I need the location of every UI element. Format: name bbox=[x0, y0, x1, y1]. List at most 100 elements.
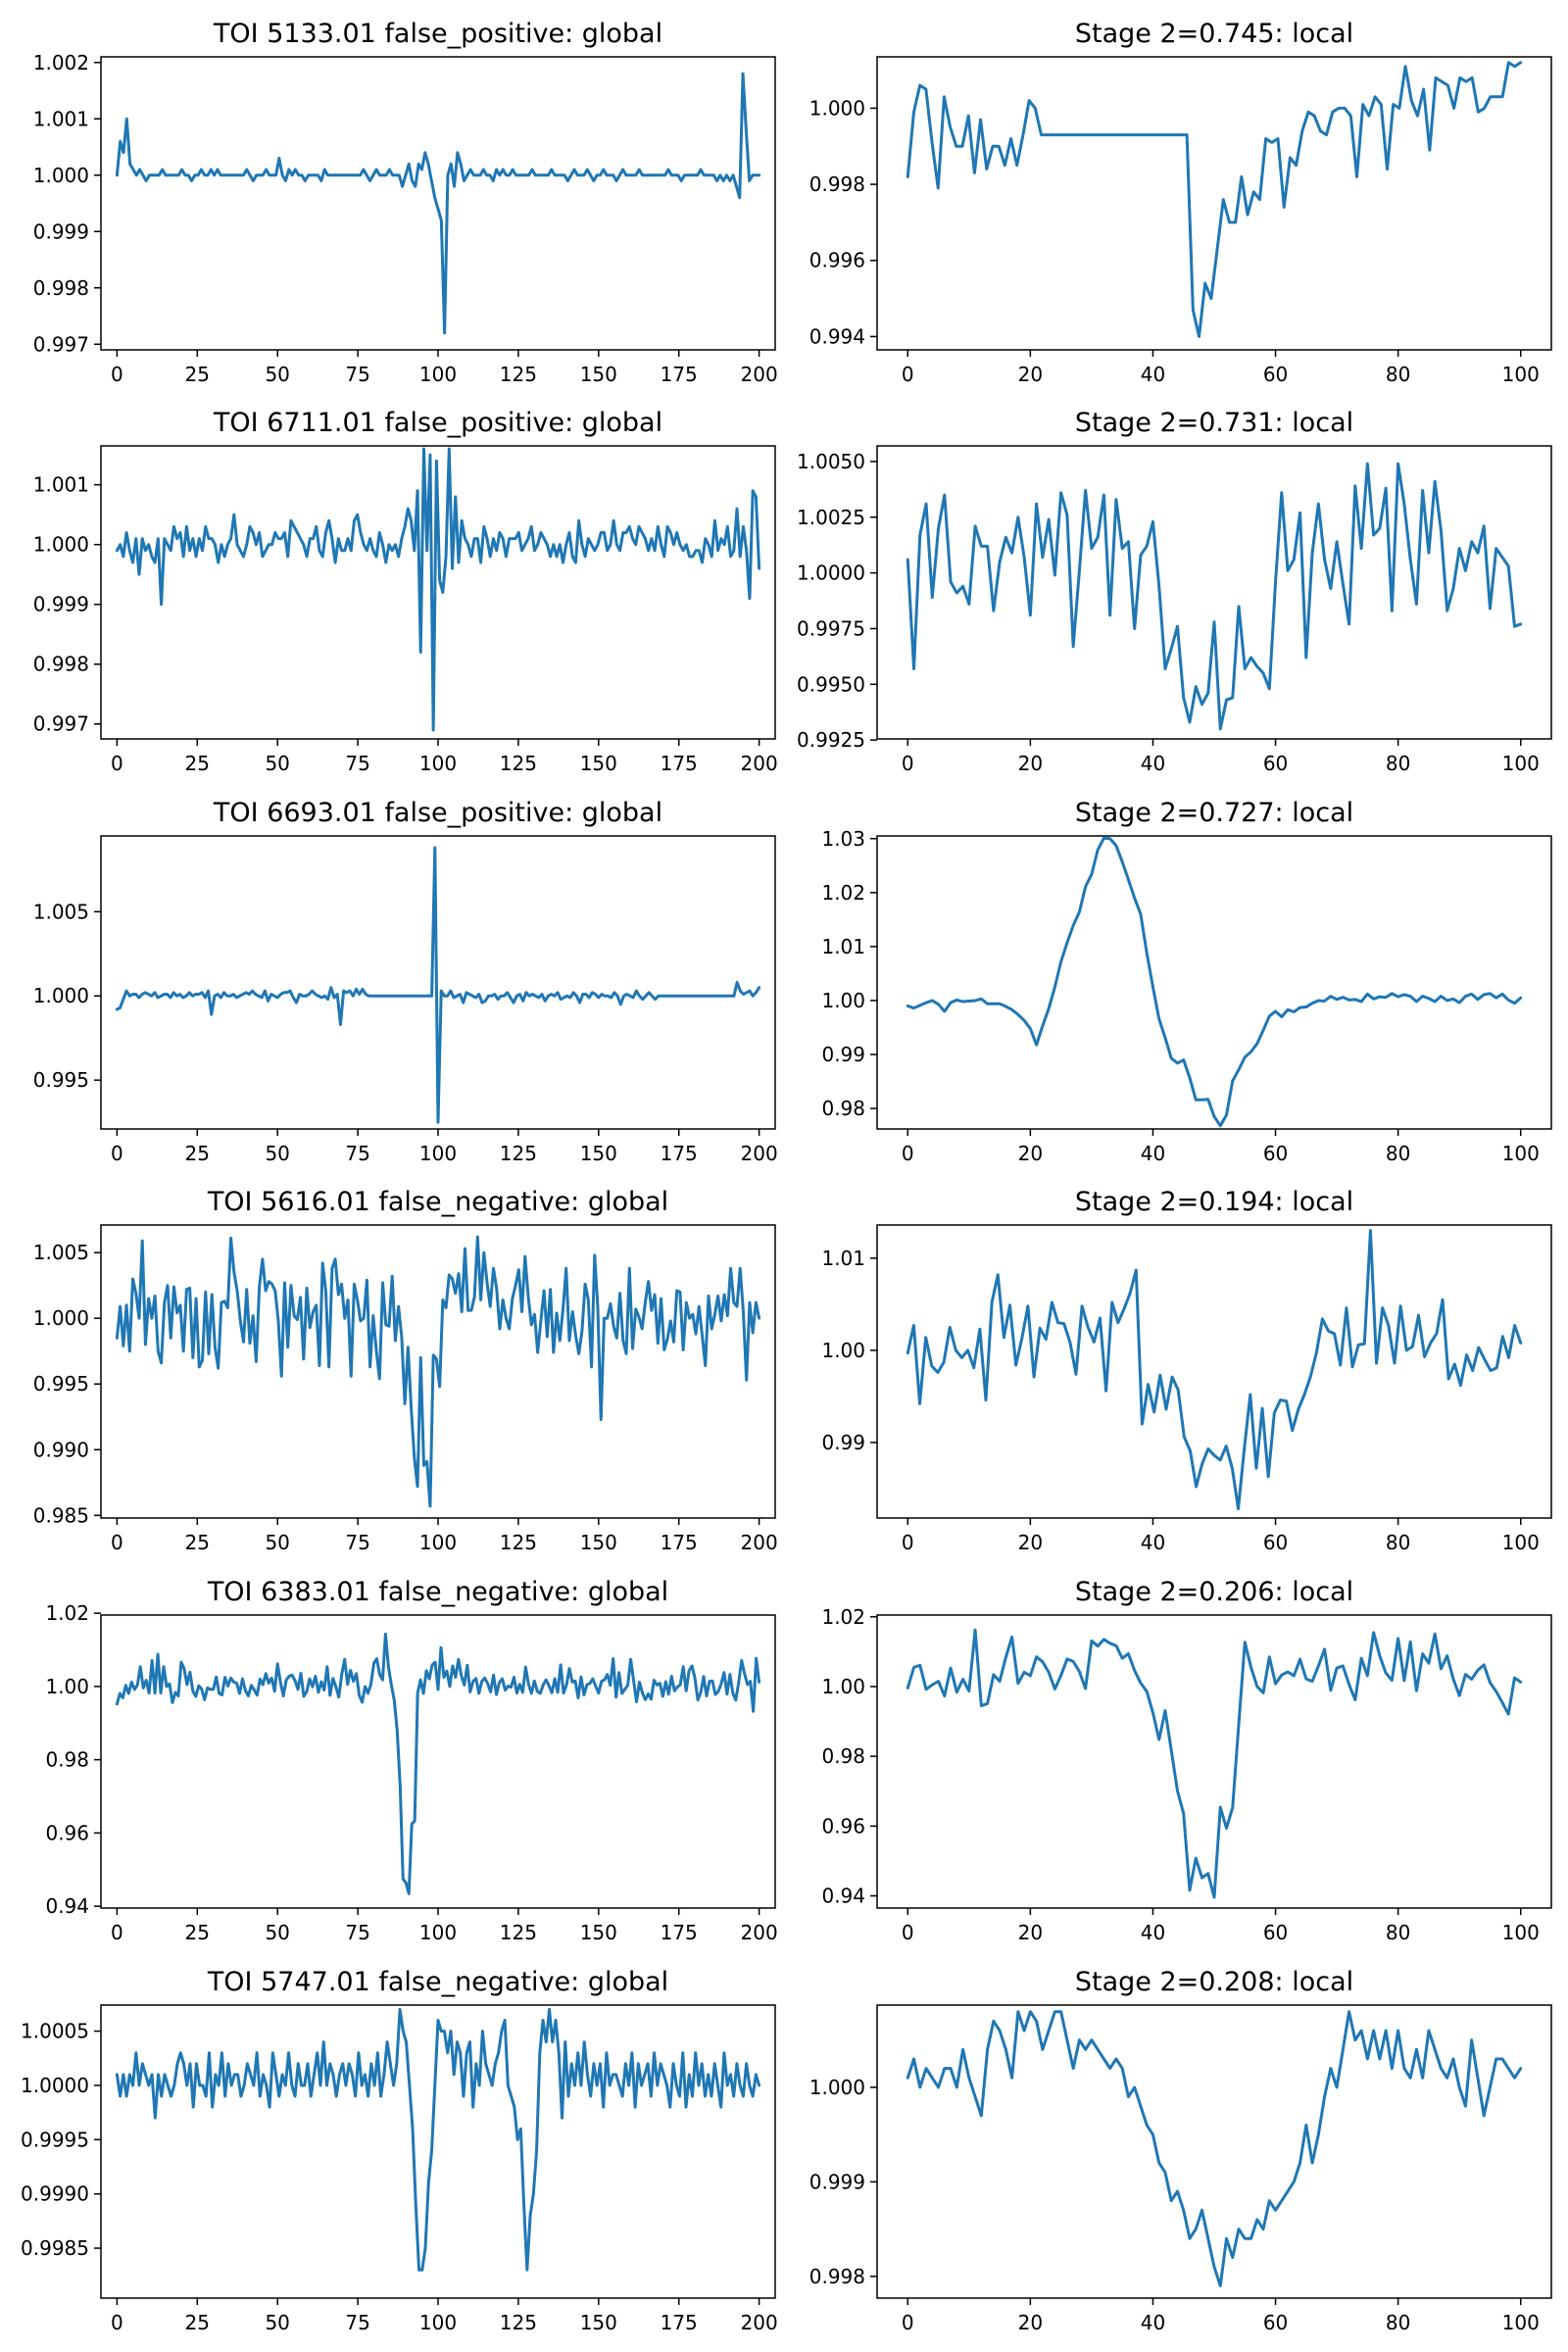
series-line-1 bbox=[906, 1628, 1523, 1899]
x-tick-label: 100 bbox=[419, 363, 457, 386]
x-tick-label: 60 bbox=[1263, 1531, 1288, 1554]
series-line-1 bbox=[115, 1235, 761, 1508]
x-tick-label: 40 bbox=[1141, 1142, 1165, 1165]
y-tick-label: 1.00 bbox=[821, 989, 865, 1012]
x-tick-label: 0 bbox=[111, 1531, 123, 1554]
y-tick-label: 0.998 bbox=[33, 276, 89, 300]
plot-frame bbox=[100, 835, 776, 1130]
x-tick-label: 200 bbox=[741, 363, 778, 386]
chart-panel-11: TOI 5747.01 false_negative: global 0 25 50 7… bbox=[21, 1967, 778, 2334]
y-tick-label: 0.996 bbox=[809, 249, 865, 272]
x-tick-label: 40 bbox=[1141, 1921, 1165, 1944]
x-tick-label: 50 bbox=[265, 752, 289, 775]
x-tick-label: 175 bbox=[661, 1142, 698, 1165]
x-tick-label: 0 bbox=[902, 2311, 914, 2334]
series-line-1 bbox=[115, 846, 761, 1124]
x-tick-label: 200 bbox=[741, 752, 778, 775]
x-tick-label: 50 bbox=[265, 363, 289, 386]
y-tick-label: 0.98 bbox=[821, 1744, 865, 1768]
y-tick-label: 0.999 bbox=[33, 593, 89, 616]
chart-panel-3: TOI 6711.01 false_positive: global 0 25 50 7… bbox=[33, 408, 778, 775]
y-tick-label: 0.96 bbox=[45, 1821, 89, 1844]
x-tick-label: 40 bbox=[1141, 752, 1165, 775]
plot-frame bbox=[876, 445, 1552, 740]
plot-frame bbox=[876, 835, 1552, 1130]
y-tick-label: 1.000 bbox=[33, 164, 89, 187]
x-tick-label: 0 bbox=[902, 1921, 914, 1944]
chart-panel-10: Stage 2=0.206: local 0 20 40 60 80 100 0.94 0.96… bbox=[821, 1577, 1552, 1944]
plot-frame bbox=[100, 1224, 776, 1519]
x-tick-label: 0 bbox=[111, 1142, 123, 1165]
series-line-1 bbox=[115, 447, 761, 732]
x-tick-label: 60 bbox=[1263, 2311, 1288, 2334]
x-tick-label: 125 bbox=[500, 2311, 537, 2334]
x-tick-label: 0 bbox=[902, 1142, 914, 1165]
x-tick-label: 100 bbox=[419, 1921, 457, 1944]
y-tick-label: 1.01 bbox=[821, 1247, 865, 1270]
y-tick-label: 1.0025 bbox=[797, 506, 865, 529]
chart-title: Stage 2=0.727: local bbox=[1075, 798, 1353, 828]
y-tick-label: 0.995 bbox=[33, 1372, 89, 1396]
x-tick-label: 150 bbox=[580, 2311, 617, 2334]
y-tick-label: 0.9925 bbox=[797, 728, 865, 752]
chart-panel-9: TOI 6383.01 false_negative: global 0 25 50 7… bbox=[45, 1577, 777, 1944]
x-tick-label: 0 bbox=[902, 1531, 914, 1554]
x-tick-label: 75 bbox=[345, 1142, 369, 1165]
chart-title: Stage 2=0.208: local bbox=[1075, 1967, 1353, 1997]
y-tick-label: 1.00 bbox=[821, 1675, 865, 1698]
x-tick-label: 50 bbox=[265, 2311, 289, 2334]
series-line-1 bbox=[906, 2010, 1523, 2287]
x-tick-label: 0 bbox=[111, 752, 123, 775]
plot-frame bbox=[876, 2004, 1552, 2299]
x-tick-label: 40 bbox=[1141, 2311, 1165, 2334]
x-tick-label: 25 bbox=[185, 1531, 210, 1554]
x-tick-label: 60 bbox=[1263, 363, 1288, 386]
x-tick-label: 175 bbox=[661, 2311, 698, 2334]
x-tick-label: 175 bbox=[661, 1921, 698, 1944]
y-tick-label: 0.999 bbox=[33, 220, 89, 243]
x-tick-label: 50 bbox=[265, 1921, 289, 1944]
y-tick-label: 1.005 bbox=[33, 900, 89, 923]
x-tick-label: 100 bbox=[1502, 1142, 1540, 1165]
x-tick-label: 150 bbox=[580, 363, 617, 386]
y-tick-label: 0.99 bbox=[821, 1431, 865, 1454]
chart-title: TOI 5616.01 false_negative: global bbox=[207, 1187, 668, 1217]
series-line-1 bbox=[906, 1229, 1523, 1511]
chart-panel-2: Stage 2=0.745: local 0 20 40 60 80 100 0.994 0.9… bbox=[809, 19, 1552, 386]
chart-title: Stage 2=0.745: local bbox=[1075, 19, 1353, 49]
y-tick-label: 1.03 bbox=[821, 827, 865, 851]
chart-title: Stage 2=0.731: local bbox=[1075, 408, 1353, 438]
plot-frame bbox=[100, 445, 776, 740]
x-tick-label: 75 bbox=[345, 1921, 369, 1944]
x-tick-label: 125 bbox=[500, 1531, 537, 1554]
plot-frame bbox=[876, 1224, 1552, 1519]
x-tick-label: 75 bbox=[345, 2311, 369, 2334]
x-tick-label: 20 bbox=[1018, 752, 1043, 775]
chart-title: TOI 5747.01 false_negative: global bbox=[207, 1967, 668, 1997]
x-tick-label: 80 bbox=[1386, 1142, 1410, 1165]
x-tick-label: 0 bbox=[111, 1921, 123, 1944]
y-tick-label: 1.001 bbox=[33, 473, 89, 497]
x-tick-label: 200 bbox=[741, 1921, 778, 1944]
x-tick-label: 100 bbox=[1502, 752, 1540, 775]
x-tick-label: 200 bbox=[741, 2311, 778, 2334]
y-tick-label: 0.94 bbox=[821, 1885, 865, 1908]
y-tick-label: 0.9985 bbox=[21, 2236, 89, 2260]
series-line-1 bbox=[906, 836, 1523, 1128]
x-tick-label: 125 bbox=[500, 752, 537, 775]
chart-title: TOI 5133.01 false_positive: global bbox=[213, 19, 662, 49]
y-tick-label: 0.9995 bbox=[21, 2128, 89, 2151]
x-tick-label: 100 bbox=[419, 752, 457, 775]
y-tick-label: 1.00 bbox=[45, 1675, 89, 1698]
x-tick-label: 100 bbox=[419, 1531, 457, 1554]
y-tick-label: 0.9975 bbox=[797, 616, 865, 640]
y-tick-label: 1.005 bbox=[33, 1241, 89, 1264]
x-tick-label: 75 bbox=[345, 1531, 369, 1554]
x-tick-label: 100 bbox=[419, 1142, 457, 1165]
x-tick-label: 100 bbox=[1502, 2311, 1540, 2334]
y-tick-label: 1.000 bbox=[33, 984, 89, 1007]
series-line-1 bbox=[906, 462, 1523, 731]
chart-panel-12: Stage 2=0.208: local 0 20 40 60 80 100 0.998 0.9… bbox=[809, 1967, 1552, 2334]
x-tick-label: 50 bbox=[265, 1531, 289, 1554]
y-tick-label: 0.9950 bbox=[797, 672, 865, 696]
